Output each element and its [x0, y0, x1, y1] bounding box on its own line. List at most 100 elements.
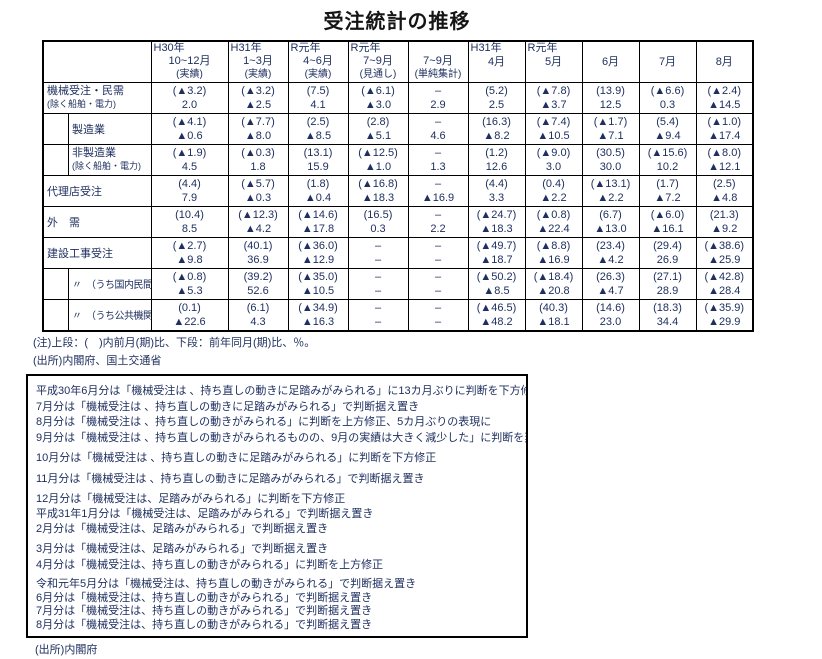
mom-value: (▲7.4) [536, 116, 571, 128]
header-cell-quarter: H31年 1~3月 (実績) [227, 40, 289, 83]
mom-value: (40.1) [243, 240, 273, 252]
yoy-value: 0.3 [370, 223, 386, 235]
header-cell-quarter: R元年 7~9月 (見通し) [347, 40, 409, 83]
yoy-value: ▲5.3 [176, 285, 203, 297]
row-label-cell: 外 需 [42, 206, 152, 238]
yoy-value: – [374, 316, 382, 328]
header-cell-quarter: H30年 10~12月 (実績) [150, 40, 229, 83]
mom-value: (▲46.5) [476, 302, 517, 314]
mom-value: (18.3) [653, 302, 682, 314]
yoy-value: ▲0.4 [304, 192, 332, 204]
row-label: 〃 （うち公共機関分） [72, 310, 150, 322]
commentary-group: 令和元年5月分は「機械受注は、持ち直しの動きがみられる」で判断据え置き 6月分は「… [36, 578, 520, 632]
yoy-value: – [374, 285, 382, 297]
data-cell: (13.9) 12.5 [581, 82, 640, 114]
yoy-value: 8.5 [181, 223, 198, 235]
data-cell: (▲7.7) ▲8.0 [227, 113, 289, 145]
yoy-value: ▲20.8 [537, 285, 570, 297]
yoy-value: – [434, 254, 442, 266]
yoy-value: ▲1.0 [364, 161, 392, 173]
data-cell: (7.5) 4.1 [287, 82, 349, 114]
commentary-line: 7月分は「機械受注は 、持ち直しの動きに足踏みがみられる」で判断据え置き [36, 400, 420, 413]
commentary-line: 平成31年1月分は「機械受注は、足踏みがみられる」で判断据え置き [36, 508, 374, 520]
row-label-cell: 代理店受注 [42, 175, 152, 207]
data-cell: (16.3) ▲8.2 [467, 113, 526, 145]
yoy-value: 12.5 [599, 99, 622, 111]
data-cell: (▲12.3) ▲4.2 [227, 206, 289, 238]
data-cell: (▲6.6) 0.3 [638, 82, 697, 114]
table-row: 製造業 (▲4.1) ▲0.6 (▲7.7) ▲8.0 (2.5) ▲8.5 (2.8) ▲5.… [42, 113, 754, 145]
yoy-value: ▲16.9 [537, 254, 570, 266]
data-cell: (4.4) 3.3 [467, 175, 526, 207]
yoy-value: 2.0 [181, 99, 198, 111]
data-cell: (40.1) 36.9 [227, 237, 289, 269]
mom-value: (27.1) [653, 271, 682, 283]
data-cell: (▲2.7) ▲9.8 [150, 237, 229, 269]
row-label: 機械受注・民需 [47, 85, 124, 97]
yoy-value: ▲18.3 [480, 223, 513, 235]
data-cell: – – [407, 237, 469, 269]
mom-value: – [434, 116, 442, 128]
mom-value: (▲9.0) [536, 147, 571, 159]
mom-value: (1.7) [656, 178, 679, 190]
header-cell-month: 7月 [638, 40, 697, 83]
data-cell: (▲9.0) 3.0 [524, 144, 583, 176]
mom-value: (▲12.3) [238, 209, 278, 221]
header-cell-quarter: 7~9月 (単純集計) [407, 40, 469, 83]
commentary-group: 3月分は「機械受注は、足踏みがみられる」で判断据え置き 4月分は「機械受注は、持ち… [36, 542, 520, 573]
header-period-label: 1~3月 [243, 55, 273, 67]
row-label: 建設工事受注 [47, 247, 113, 260]
table-row: 外 需 (10.4) 8.5 (▲12.3) ▲4.2 (▲14.6) ▲17.8 (16.5… [42, 206, 754, 238]
mom-value: (▲8.0) [707, 147, 741, 159]
header-period-label: 7~9月 [423, 55, 453, 67]
mom-value: (▲24.7) [476, 209, 517, 221]
mom-value: (21.3) [709, 209, 739, 221]
mom-value: (▲15.6) [647, 147, 688, 159]
mom-value: (16.3) [482, 116, 511, 128]
commentary-line: 平成30年6月分は「機械受注は 、持ち直しの動きに足踏みがみられる」に13カ月ぶ… [36, 385, 528, 397]
data-cell: (10.4) 8.5 [150, 206, 229, 238]
header-qualifier-label: (見通し) [359, 69, 397, 80]
data-cell: (21.3) ▲9.2 [695, 206, 754, 238]
data-cell: (▲18.4) ▲20.8 [524, 268, 583, 300]
data-cell: (26.3) ▲4.7 [581, 268, 640, 300]
mom-value: (▲7.8) [536, 85, 571, 97]
mom-value: (29.4) [653, 240, 682, 252]
header-qualifier-label: (実績) [304, 69, 332, 80]
data-cell: (▲16.8) ▲18.3 [347, 175, 409, 207]
mom-value: (5.2) [485, 85, 508, 97]
mom-value: (▲4.1) [172, 116, 207, 128]
commentary-box: 平成30年6月分は「機械受注は 、持ち直しの動きに足踏みがみられる」に13カ月ぶ… [26, 374, 528, 638]
mom-value: (13.9) [596, 85, 625, 97]
row-label: 代理店受注 [47, 185, 102, 198]
yoy-value: ▲18.1 [537, 316, 570, 328]
mom-value: (26.3) [596, 271, 625, 283]
header-cell-quarter: R元年 4~6月 (実績) [287, 40, 349, 83]
row-label-cell: 非製造業 (除く船舶・電力) [42, 144, 152, 176]
mom-value: (▲2.4) [707, 85, 741, 97]
mom-value: (6.1) [246, 302, 270, 314]
table-body: H30年 10~12月 (実績) H31年 1~3月 (実績) R元年 4~6月 (実績) R元年… [42, 40, 754, 332]
data-cell: (▲7.4) ▲10.5 [524, 113, 583, 145]
data-cell: (▲13.1) ▲2.2 [581, 175, 640, 207]
yoy-value: ▲4.8 [711, 192, 738, 204]
mom-value: – [434, 85, 442, 97]
row-label-cell: 製造業 [42, 113, 152, 145]
yoy-value: 4.5 [181, 161, 198, 173]
row-label: 〃 （うち国内民間分） [72, 279, 150, 291]
yoy-value: ▲10.5 [301, 285, 335, 297]
data-cell: (▲49.7) ▲18.7 [467, 237, 526, 269]
commentary-line: 9月分は「機械受注は 、持ち直しの動きがみられるものの、9月の実績は大きく減少し… [36, 431, 528, 444]
data-cell: (▲0.8) ▲22.4 [524, 206, 583, 238]
yoy-value: ▲8.0 [244, 130, 272, 142]
yoy-value: ▲3.7 [540, 99, 567, 111]
header-corner-cell [42, 40, 152, 83]
yoy-value: ▲25.9 [708, 254, 741, 266]
yoy-value: ▲8.2 [483, 130, 510, 142]
mom-value: (2.8) [366, 116, 390, 128]
header-era-label: H30年 [153, 42, 185, 54]
commentary-line: 12月分は「機械受注は、足踏みがみられる」に判断を下方修正 [36, 493, 346, 505]
mom-value: (1.2) [485, 147, 508, 159]
mom-value: (14.6) [596, 302, 625, 314]
data-cell: (30.5) 30.0 [581, 144, 640, 176]
